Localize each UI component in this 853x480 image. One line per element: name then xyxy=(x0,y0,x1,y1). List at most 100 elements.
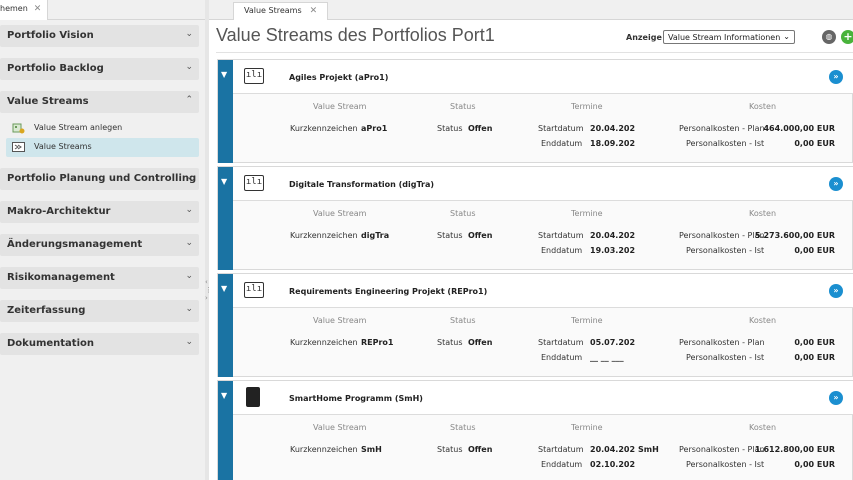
tab-value-streams-label: Value Streams xyxy=(244,6,302,15)
section-label: Makro-Architektur xyxy=(7,206,111,217)
extra-code-value: SmH xyxy=(638,445,659,454)
startdatum-value: 05.07.202 xyxy=(590,338,636,347)
project-chart-icon: ılı xyxy=(244,282,264,298)
personalkosten-ist-label: Personalkosten - Ist xyxy=(686,139,765,148)
section-label: Portfolio Backlog xyxy=(7,63,104,74)
status-value: Offen xyxy=(468,445,493,454)
startdatum-label: Startdatum xyxy=(538,445,584,454)
column-header-status: Status xyxy=(450,423,476,432)
tab-themen[interactable]: hemen ✕ xyxy=(0,0,49,20)
pane-splitter[interactable]: ‹⋮› xyxy=(205,0,212,480)
column-header-status: Status xyxy=(450,209,476,218)
nav-item-value-streams[interactable]: Value Streams xyxy=(6,138,199,157)
chevron-down-icon: ⌄ xyxy=(185,238,193,248)
anzeige-select[interactable]: Value Stream Informationen ⌄ xyxy=(663,30,795,44)
nav-item-value-stream-anlegen[interactable]: Value Stream anlegen xyxy=(6,119,199,138)
tab-value-streams[interactable]: Value Streams ✕ xyxy=(233,2,329,20)
section-dokumentation[interactable]: Dokumentation ⌄ xyxy=(0,333,199,355)
anzeige-label: Anzeige xyxy=(626,33,662,42)
triangle-down-icon: ▼ xyxy=(221,391,228,400)
personalkosten-ist-label: Personalkosten - Ist xyxy=(686,353,765,362)
add-icon[interactable]: + xyxy=(841,30,853,44)
page-title: Value Streams des Portfolios Port1 xyxy=(216,25,495,45)
value-stream-name[interactable]: Digitale Transformation (digTra) xyxy=(289,180,435,189)
section-zeiterfassung[interactable]: Zeiterfassung ⌄ xyxy=(0,300,199,322)
kurzkennzeichen-label: Kurzkennzeichen xyxy=(290,231,358,240)
status-label: Status xyxy=(437,231,463,240)
program-icon xyxy=(246,387,260,407)
card-collapse-toggle[interactable]: ▼ xyxy=(218,167,233,270)
personalkosten-ist-value: 0,00 EUR xyxy=(794,460,835,469)
nav-item-label: Value Streams xyxy=(34,142,92,151)
open-details-icon[interactable]: » xyxy=(829,177,843,191)
column-header-status: Status xyxy=(450,102,476,111)
section-label: Dokumentation xyxy=(7,338,94,349)
triangle-down-icon: ▼ xyxy=(221,177,228,186)
navigation-pane: hemen ✕ Portfolio Vision ⌄ Portfolio Back… xyxy=(0,0,205,480)
column-header-value-stream: Value Stream xyxy=(313,316,367,325)
card-collapse-toggle[interactable]: ▼ xyxy=(218,274,233,377)
kurzkennzeichen-value: digTra xyxy=(361,231,390,240)
card-collapse-toggle[interactable]: ▼ xyxy=(218,60,233,163)
kurzkennzeichen-value: aPro1 xyxy=(361,124,388,133)
personalkosten-ist-value: 0,00 EUR xyxy=(794,246,835,255)
triangle-down-icon: ▼ xyxy=(221,70,228,79)
section-portfolio-planung[interactable]: Portfolio Planung und Controlling ⌄ xyxy=(0,168,199,190)
kurzkennzeichen-label: Kurzkennzeichen xyxy=(290,124,358,133)
value-stream-card: ▼ ılı Agiles Projekt (aPro1) » Value Str… xyxy=(217,59,853,163)
card-header: ılı Digitale Transformation (digTra) » xyxy=(233,167,853,201)
section-risikomanagement[interactable]: Risikomanagement ⌄ xyxy=(0,267,199,289)
settings-globe-icon[interactable]: ◍ xyxy=(822,30,836,44)
value-stream-name[interactable]: Requirements Engineering Projekt (REPro1… xyxy=(289,287,488,296)
kurzkennzeichen-value: SmH xyxy=(361,445,382,454)
chevron-up-icon: ⌃ xyxy=(185,95,193,105)
open-details-icon[interactable]: » xyxy=(829,391,843,405)
section-label: Portfolio Planung und Controlling xyxy=(7,173,197,184)
enddatum-value: __ __ ___ xyxy=(590,353,624,362)
personalkosten-plan-label: Personalkosten - Plan xyxy=(679,445,765,454)
right-tab-bar: Value Streams ✕ xyxy=(209,0,853,20)
personalkosten-ist-value: 0,00 EUR xyxy=(794,139,835,148)
section-value-streams[interactable]: Value Streams ⌃ xyxy=(0,91,199,113)
startdatum-label: Startdatum xyxy=(538,124,584,133)
card-collapse-toggle[interactable]: ▼ xyxy=(218,381,233,480)
status-value: Offen xyxy=(468,231,493,240)
column-header-status: Status xyxy=(450,316,476,325)
chevron-down-icon: ⌄ xyxy=(185,62,193,72)
personalkosten-plan-value: 1.612.800,00 EUR xyxy=(754,445,835,454)
section-label: Portfolio Vision xyxy=(7,30,94,41)
add-value-stream-icon xyxy=(12,122,25,134)
left-tab-bar: hemen ✕ xyxy=(0,0,205,20)
column-header-termine: Termine xyxy=(571,423,603,432)
value-stream-name[interactable]: SmartHome Programm (SmH) xyxy=(289,394,423,403)
status-label: Status xyxy=(437,445,463,454)
column-header-termine: Termine xyxy=(571,316,603,325)
chevron-down-icon: ⌄ xyxy=(185,29,193,39)
open-details-icon[interactable]: » xyxy=(829,284,843,298)
section-portfolio-vision[interactable]: Portfolio Vision ⌄ xyxy=(0,25,199,47)
chevron-down-icon: ⌄ xyxy=(783,32,790,41)
open-details-icon[interactable]: » xyxy=(829,70,843,84)
enddatum-value: 19.03.202 xyxy=(590,246,636,255)
personalkosten-plan-label: Personalkosten - Plan xyxy=(679,231,765,240)
section-aenderungsmanagement[interactable]: Änderungsmanagement ⌄ xyxy=(0,234,199,256)
enddatum-label: Enddatum xyxy=(541,460,583,469)
personalkosten-ist-label: Personalkosten - Ist xyxy=(686,460,765,469)
column-header-kosten: Kosten xyxy=(749,102,777,111)
splitter-grip-icon[interactable]: ‹⋮› xyxy=(205,278,212,302)
value-streams-icon xyxy=(12,141,25,153)
close-icon[interactable]: ✕ xyxy=(33,4,42,14)
section-portfolio-backlog[interactable]: Portfolio Backlog ⌄ xyxy=(0,58,199,80)
section-makro-architektur[interactable]: Makro-Architektur ⌄ xyxy=(0,201,199,223)
personalkosten-plan-value: 464.000,00 EUR xyxy=(763,124,835,133)
card-header: ılı Agiles Projekt (aPro1) » xyxy=(233,60,853,94)
project-chart-icon: ılı xyxy=(244,175,264,191)
status-label: Status xyxy=(437,338,463,347)
enddatum-value: 18.09.202 xyxy=(590,139,636,148)
value-stream-name[interactable]: Agiles Projekt (aPro1) xyxy=(289,73,389,82)
startdatum-value: 20.04.202 xyxy=(590,231,636,240)
triangle-down-icon: ▼ xyxy=(221,284,228,293)
tab-themen-label: hemen xyxy=(0,4,28,13)
startdatum-label: Startdatum xyxy=(538,231,584,240)
close-icon[interactable]: ✕ xyxy=(309,6,318,16)
